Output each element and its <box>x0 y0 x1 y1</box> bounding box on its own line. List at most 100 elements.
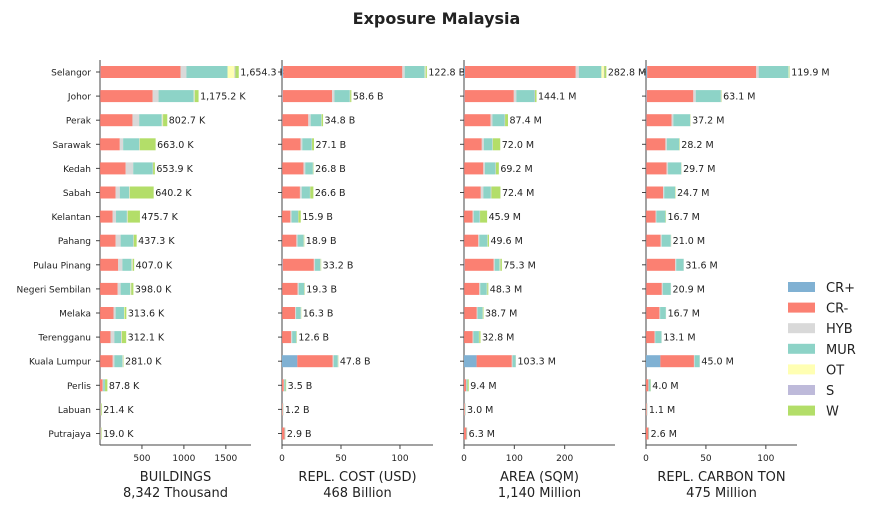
total-label-johor: 58.6 B <box>353 92 384 103</box>
total-label-labuan: 1.1 M <box>649 405 675 416</box>
total-label-pulau-pinang: 407.0 K <box>136 260 173 271</box>
total-label-sarawak: 663.0 K <box>157 140 194 151</box>
bar-mur-pahang <box>120 234 134 247</box>
bar-hyb-selangor <box>575 66 579 78</box>
total-label-kelantan: 15.9 B <box>302 212 333 223</box>
total-label-labuan: 3.0 M <box>467 405 493 416</box>
bar-cr-pulau-pinang <box>464 258 494 271</box>
total-label-labuan: 21.4 K <box>103 405 134 416</box>
bar-cr-pulau-pinang <box>646 258 676 271</box>
total-label-labuan: 1.2 B <box>285 405 310 416</box>
legend-label-ot: OT <box>826 363 844 378</box>
bar-cr-selangor <box>646 66 648 78</box>
bar-w-perak <box>505 114 508 127</box>
bar-mur-kuala-lumpur <box>694 355 700 368</box>
bar-w-putrajaya <box>101 427 102 440</box>
bar-mur-perlis <box>103 379 105 392</box>
total-label-putrajaya: 6.3 M <box>469 429 495 440</box>
bar-mur-selangor <box>404 66 425 78</box>
category-label-pahang: Pahang <box>58 237 91 247</box>
bar-hyb-johor <box>513 90 517 103</box>
bar-ot-pulau-pinang <box>131 258 133 271</box>
total-label-kuala-lumpur: 103.3 M <box>517 357 555 368</box>
bar-cr-johor <box>282 90 283 103</box>
bar-cr-johor <box>100 90 153 103</box>
bar-cr-melaka <box>100 307 114 319</box>
total-label-pahang: 437.3 K <box>138 236 175 247</box>
bar-hyb-sarawak <box>300 138 303 151</box>
bar-mur-kedah <box>305 162 313 175</box>
category-label-kedah: Kedah <box>63 165 91 175</box>
bar-mur-putrajaya <box>466 427 468 440</box>
bar-ot-perak <box>161 114 163 127</box>
bar-cr-melaka <box>646 307 660 319</box>
bar-cr-sabah <box>282 186 300 199</box>
total-label-pahang: 21.0 M <box>673 236 705 247</box>
bar-mur-perlis <box>466 379 468 392</box>
bar-w-melaka <box>124 307 127 319</box>
bar-hyb-kuala-lumpur <box>332 355 334 368</box>
bar-cr-selangor <box>282 66 284 78</box>
total-label-melaka: 16.3 B <box>303 309 334 320</box>
panel-subtitle: 475 Million <box>686 486 757 501</box>
bar-hyb-selangor <box>756 66 759 78</box>
bar-mur-pahang <box>661 234 671 247</box>
bar-cr-kedah <box>100 162 126 175</box>
bar-hyb-pahang <box>660 234 662 247</box>
total-label-selangor: 122.8 B <box>428 68 465 79</box>
legend-swatch-s <box>788 385 815 395</box>
bar-hyb-negeri-sembilan <box>297 282 299 295</box>
total-label-negeri-sembilan: 48.3 M <box>490 284 522 295</box>
bar-w-pahang <box>487 234 489 247</box>
category-label-negeri-sembilan: Negeri Sembilan <box>16 285 91 295</box>
bar-mur-kelantan <box>656 210 666 223</box>
bar-cr-pulau-pinang <box>464 258 465 271</box>
category-label-terengganu: Terengganu <box>37 334 91 344</box>
total-label-sarawak: 72.0 M <box>502 140 534 151</box>
bar-w-pahang <box>133 234 137 247</box>
total-label-negeri-sembilan: 19.3 B <box>306 284 337 295</box>
panel-subtitle: 468 Billion <box>323 486 392 501</box>
bar-w-kelantan <box>298 210 301 223</box>
bar-mur-sarawak <box>666 138 680 151</box>
bar-mur-johor <box>158 90 194 103</box>
bar-w-selangor <box>235 66 239 78</box>
bar-w-labuan <box>101 403 102 416</box>
total-label-sabah: 24.7 M <box>677 188 709 199</box>
total-label-melaka: 313.6 K <box>128 309 165 320</box>
panel-repl-cost-usd: 0 50 100 REPL. COST (USD)468 Billion 122.8 B… <box>278 60 465 501</box>
x-axis-label: REPL. CARBON TON <box>657 470 785 485</box>
bar-cr-putrajaya <box>646 427 649 440</box>
total-label-terengganu: 12.6 B <box>298 333 329 344</box>
bar-w-perlis <box>105 379 108 392</box>
bar-mur-pahang <box>479 234 488 247</box>
bar-cr-kelantan <box>646 210 656 223</box>
category-label-pulau-pinang: Pulau Pinang <box>33 261 91 271</box>
bar-mur-perak <box>673 114 691 127</box>
bar-cr-putrajaya <box>464 427 467 440</box>
category-label-johor: Johor <box>67 93 91 103</box>
total-label-putrajaya: 2.6 M <box>651 429 677 440</box>
category-label-selangor: Selangor <box>51 69 91 79</box>
bar-w-perak <box>163 114 168 127</box>
category-label-perlis: Perlis <box>67 382 91 392</box>
bar-w-sarawak <box>492 138 501 151</box>
bar-w-kelantan <box>127 210 140 223</box>
legend-label-w: W <box>826 405 839 420</box>
category-label-putrajaya: Putrajaya <box>48 430 91 440</box>
category-label-melaka: Melaka <box>59 310 91 320</box>
bar-cr-pahang <box>646 234 661 247</box>
bar-mur-melaka <box>296 307 301 319</box>
bar-hyb-kuala-lumpur <box>511 355 513 368</box>
total-label-terengganu: 312.1 K <box>128 333 165 344</box>
bar-hyb-terengganu <box>654 331 656 344</box>
bar-ot-selangor <box>601 66 604 78</box>
x-tick-label: 1500 <box>214 454 237 464</box>
legend-swatch-ot <box>788 364 815 375</box>
bar-w-sabah <box>310 186 314 199</box>
bar-hyb-sarawak <box>119 138 124 151</box>
bar-cr-terengganu <box>282 331 291 344</box>
legend-label-mur: MUR <box>826 343 856 358</box>
bar-mur-kuala-lumpur <box>114 355 123 368</box>
total-label-perlis: 4.0 M <box>652 381 678 392</box>
